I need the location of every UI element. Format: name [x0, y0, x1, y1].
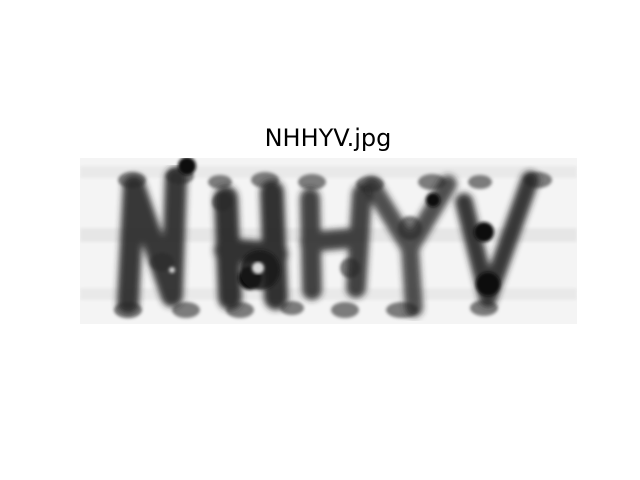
captcha-image	[80, 158, 577, 324]
captcha-highlights	[169, 262, 264, 274]
letter-n	[117, 167, 187, 314]
figure-title: NHHYV.jpg	[264, 124, 392, 152]
letter-y	[363, 175, 457, 317]
noise-band-top	[80, 166, 577, 178]
captcha-letters	[117, 167, 539, 317]
captcha-graphic	[80, 158, 577, 324]
letter-h-second	[300, 184, 372, 300]
noise-band-bottom	[80, 288, 577, 300]
